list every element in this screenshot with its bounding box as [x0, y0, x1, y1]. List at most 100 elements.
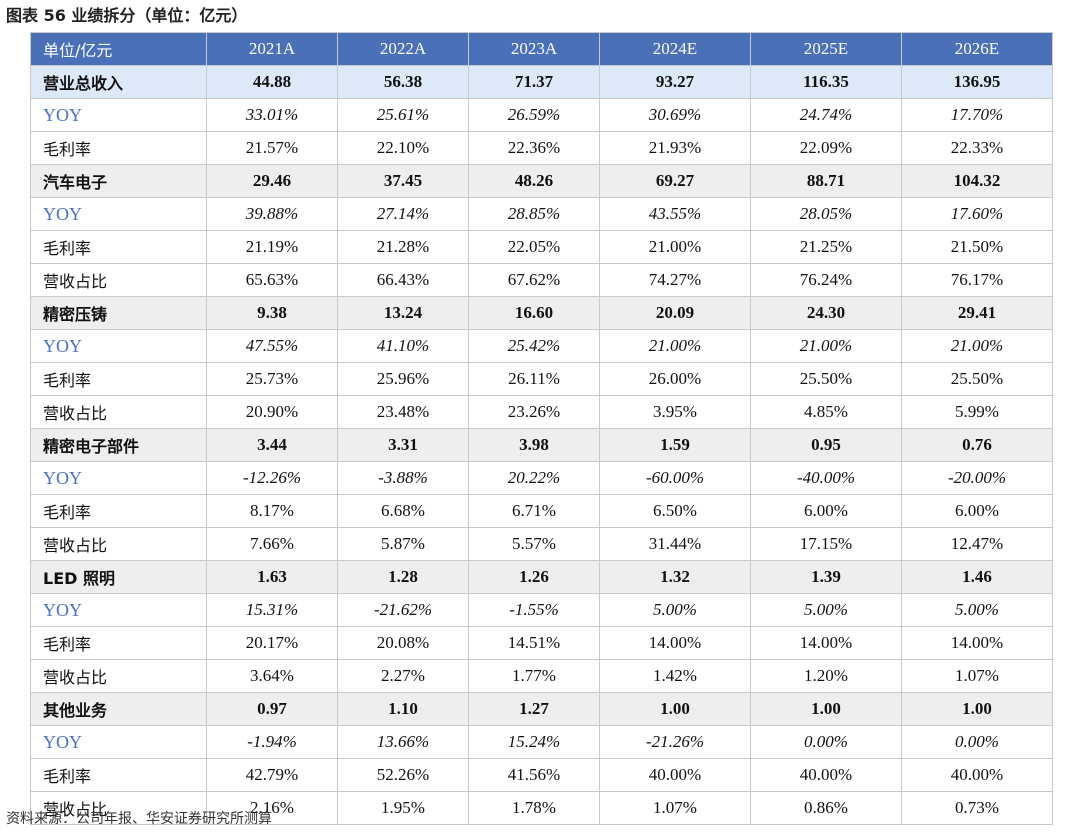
row-label: 其他业务 [30, 692, 207, 726]
table-row-segment: 精密电子部件 3.44 3.31 3.98 1.59 0.95 0.76 [30, 428, 1053, 462]
row-label: 营收占比 [30, 395, 207, 429]
row-label: 毛利率 [30, 131, 207, 165]
row-label: 毛利率 [30, 626, 207, 660]
table-cell: 7.66% [206, 527, 338, 561]
table-cell: 1.39 [750, 560, 902, 594]
table-cell: 14.00% [901, 626, 1053, 660]
row-label: YOY [30, 725, 207, 759]
table-cell: 37.45 [337, 164, 469, 198]
table-cell: 1.27 [468, 692, 600, 726]
table-row-metric: 毛利率 42.79% 52.26% 41.56% 40.00% 40.00% 40.00% [30, 758, 1053, 792]
table-cell: 20.17% [206, 626, 338, 660]
table-cell: -60.00% [599, 461, 751, 495]
table-cell: 25.50% [750, 362, 902, 396]
table-cell: 40.00% [901, 758, 1053, 792]
table-cell: 6.68% [337, 494, 469, 528]
table-cell: 39.88% [206, 197, 338, 231]
table-cell: 25.50% [901, 362, 1053, 396]
figure-title: 图表 56 业绩拆分（单位：亿元） [6, 6, 248, 25]
row-label: 精密电子部件 [30, 428, 207, 462]
table-cell: 20.09 [599, 296, 751, 330]
table-cell: 5.87% [337, 527, 469, 561]
table-cell: 0.95 [750, 428, 902, 462]
table-cell: -12.26% [206, 461, 338, 495]
table-row-yoy: YOY -1.94% 13.66% 15.24% -21.26% 0.00% 0.00% [30, 725, 1053, 759]
table-cell: 24.30 [750, 296, 902, 330]
header-year: 2024E [599, 32, 751, 66]
header-year: 2023A [468, 32, 600, 66]
table-row-yoy: YOY 15.31% -21.62% -1.55% 5.00% 5.00% 5.00% [30, 593, 1053, 627]
table-cell: 116.35 [750, 65, 902, 99]
table-cell: 14.00% [750, 626, 902, 660]
table-cell: 21.57% [206, 131, 338, 165]
table-row-metric: 营收占比 2.16% 1.95% 1.78% 1.07% 0.86% 0.73% [30, 791, 1053, 825]
table-cell: 6.00% [901, 494, 1053, 528]
table-cell: 21.28% [337, 230, 469, 264]
table-row-yoy: YOY 39.88% 27.14% 28.85% 43.55% 28.05% 17.60% [30, 197, 1053, 231]
table-cell: 16.60 [468, 296, 600, 330]
table-cell: 14.00% [599, 626, 751, 660]
table-cell: 21.00% [901, 329, 1053, 363]
table-cell: 25.42% [468, 329, 600, 363]
table-cell: 5.99% [901, 395, 1053, 429]
table-cell: 29.46 [206, 164, 338, 198]
table-cell: 1.32 [599, 560, 751, 594]
table-cell: 24.74% [750, 98, 902, 132]
table-cell: 21.00% [599, 230, 751, 264]
table-row-segment: LED 照明 1.63 1.28 1.26 1.32 1.39 1.46 [30, 560, 1053, 594]
table-cell: 43.55% [599, 197, 751, 231]
table-cell: 74.27% [599, 263, 751, 297]
table-cell: 71.37 [468, 65, 600, 99]
table-cell: 41.10% [337, 329, 469, 363]
source-note: 资料来源：公司年报、华安证券研究所测算 [6, 811, 272, 827]
table-cell: 0.76 [901, 428, 1053, 462]
row-label: 营业总收入 [30, 65, 207, 99]
row-label: 精密压铸 [30, 296, 207, 330]
table-cell: 12.47% [901, 527, 1053, 561]
row-label: 毛利率 [30, 230, 207, 264]
table-row-metric: 毛利率 21.19% 21.28% 22.05% 21.00% 21.25% 21.50% [30, 230, 1053, 264]
table-cell: 0.00% [901, 725, 1053, 759]
table-cell: -40.00% [750, 461, 902, 495]
table-row-metric: 毛利率 20.17% 20.08% 14.51% 14.00% 14.00% 14.00% [30, 626, 1053, 660]
table-cell: 3.44 [206, 428, 338, 462]
table-cell: 6.00% [750, 494, 902, 528]
table-cell: 21.00% [599, 329, 751, 363]
table-cell: 40.00% [599, 758, 751, 792]
table-cell: 20.90% [206, 395, 338, 429]
table-cell: 5.00% [901, 593, 1053, 627]
table-row-segment: 汽车电子 29.46 37.45 48.26 69.27 88.71 104.32 [30, 164, 1053, 198]
table-cell: 48.26 [468, 164, 600, 198]
table-cell: 17.15% [750, 527, 902, 561]
table-cell: 1.46 [901, 560, 1053, 594]
table-cell: 5.00% [599, 593, 751, 627]
table-cell: 20.22% [468, 461, 600, 495]
row-label: 毛利率 [30, 362, 207, 396]
table-cell: 1.00 [599, 692, 751, 726]
table-cell: 0.00% [750, 725, 902, 759]
header-year: 2022A [337, 32, 469, 66]
table-cell: 136.95 [901, 65, 1053, 99]
row-label: 营收占比 [30, 527, 207, 561]
table-cell: 65.63% [206, 263, 338, 297]
table-cell: 104.32 [901, 164, 1053, 198]
table-cell: 28.05% [750, 197, 902, 231]
table-cell: 1.07% [901, 659, 1053, 693]
table-cell: 1.42% [599, 659, 751, 693]
table-cell: 23.26% [468, 395, 600, 429]
table-cell: 0.97 [206, 692, 338, 726]
table-cell: 31.44% [599, 527, 751, 561]
table-cell: 33.01% [206, 98, 338, 132]
table-cell: 22.10% [337, 131, 469, 165]
table-cell: -1.55% [468, 593, 600, 627]
table-cell: 0.73% [901, 791, 1053, 825]
table-body: 营业总收入 44.88 56.38 71.37 93.27 116.35 136.95 YOY… [30, 65, 1053, 825]
table-cell: 93.27 [599, 65, 751, 99]
table-row-metric: 毛利率 8.17% 6.68% 6.71% 6.50% 6.00% 6.00% [30, 494, 1053, 528]
row-label: YOY [30, 461, 207, 495]
table-cell: -21.62% [337, 593, 469, 627]
table-cell: 56.38 [337, 65, 469, 99]
table-row-metric: 营收占比 7.66% 5.87% 5.57% 31.44% 17.15% 12.47% [30, 527, 1053, 561]
table-row-metric: 毛利率 25.73% 25.96% 26.11% 26.00% 25.50% 25.50% [30, 362, 1053, 396]
table-row-yoy: YOY -12.26% -3.88% 20.22% -60.00% -40.00% -20.… [30, 461, 1053, 495]
